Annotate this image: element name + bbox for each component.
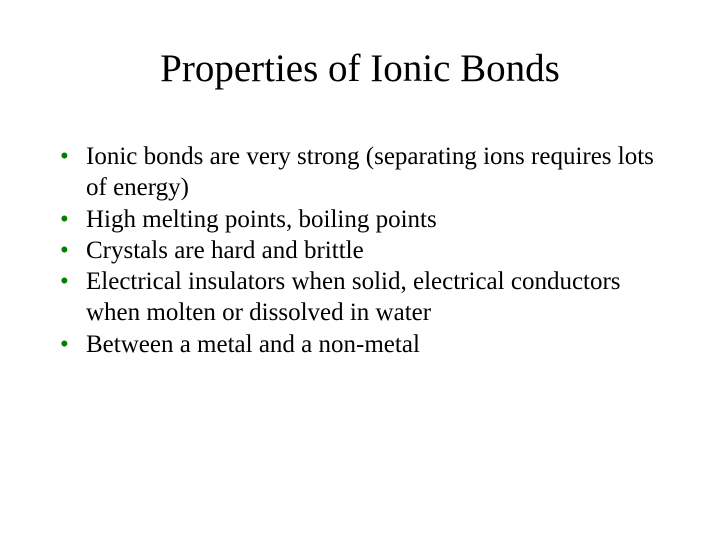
slide-title: Properties of Ionic Bonds — [50, 46, 670, 91]
list-item: Crystals are hard and brittle — [50, 235, 670, 266]
slide: Properties of Ionic Bonds Ionic bonds ar… — [0, 0, 720, 540]
bullet-list: Ionic bonds are very strong (separating … — [50, 141, 670, 360]
list-item: Ionic bonds are very strong (separating … — [50, 141, 670, 204]
list-item: Electrical insulators when solid, electr… — [50, 266, 670, 329]
slide-body: Ionic bonds are very strong (separating … — [50, 141, 670, 360]
list-item: High melting points, boiling points — [50, 204, 670, 235]
list-item: Between a metal and a non-metal — [50, 329, 670, 360]
